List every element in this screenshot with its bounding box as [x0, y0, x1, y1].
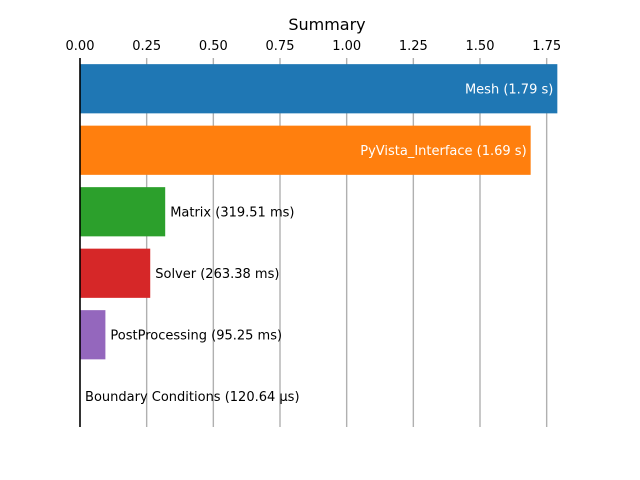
bar-label-solver: Solver (263.38 ms) — [155, 267, 279, 282]
x-tick-label: 1.75 — [532, 39, 561, 54]
bar-label-matrix: Matrix (319.51 ms) — [170, 205, 294, 220]
bar-mesh — [80, 64, 558, 114]
x-tick-label: 1.50 — [466, 39, 495, 54]
bar-matrix — [80, 187, 166, 237]
x-tick-label: 1.25 — [399, 39, 428, 54]
bar-pyvista-interface — [80, 125, 531, 175]
chart-title: Summary — [288, 15, 365, 34]
x-tick-label: 0.25 — [132, 39, 161, 54]
bar-label-mesh: Mesh (1.79 s) — [465, 82, 553, 97]
bars — [80, 64, 558, 421]
x-tick-label: 0.50 — [199, 39, 228, 54]
bar-label-postprocessing: PostProcessing (95.25 ms) — [110, 328, 282, 343]
bar-label-boundary-conditions: Boundary Conditions (120.64 µs) — [85, 390, 300, 405]
grid-lines — [145, 58, 548, 427]
bar-solver — [80, 248, 151, 298]
x-tick-label: 1.00 — [332, 39, 361, 54]
bar-postprocessing — [80, 310, 106, 360]
x-tick-label: 0.00 — [66, 39, 95, 54]
bar-label-pyvista-interface: PyVista_Interface (1.69 s) — [360, 144, 526, 159]
x-axis-ticks: 0.00 0.25 0.50 0.75 1.00 1.25 1.50 1.75 — [66, 39, 562, 54]
bar-labels: Mesh (1.79 s) PyVista_Interface (1.69 s) M… — [85, 82, 553, 405]
x-tick-label: 0.75 — [266, 39, 295, 54]
